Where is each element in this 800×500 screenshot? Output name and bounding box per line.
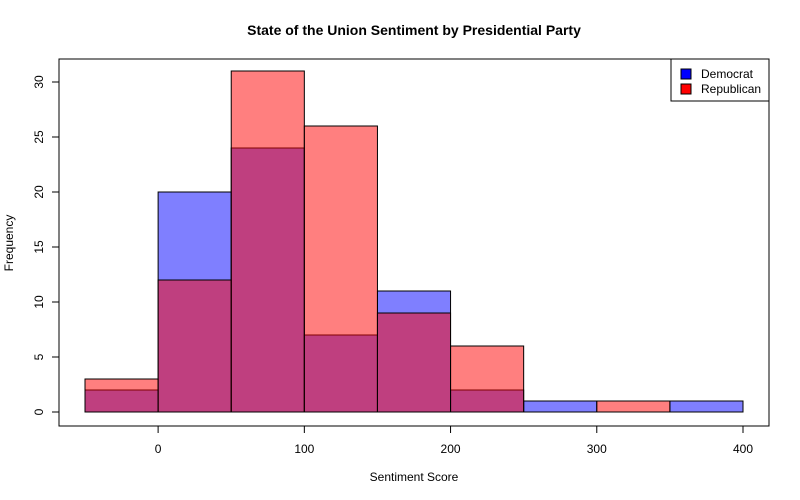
x-tick-label: 200 bbox=[441, 442, 461, 456]
y-tick-label: 25 bbox=[32, 130, 46, 144]
y-tick-label: 20 bbox=[32, 185, 46, 199]
democrat-bar-6 bbox=[523, 400, 598, 413]
chart-title: State of the Union Sentiment by Presiden… bbox=[247, 22, 581, 38]
democrat-bar-8 bbox=[669, 400, 744, 413]
legend-swatch-democrat bbox=[680, 68, 692, 80]
y-axis-label: Frequency bbox=[2, 215, 16, 272]
y-tick-label: 10 bbox=[32, 295, 46, 309]
republican-bar-4 bbox=[376, 312, 452, 413]
histogram-bars bbox=[84, 70, 744, 413]
legend-swatch-republican bbox=[680, 83, 692, 95]
y-tick-label: 30 bbox=[32, 75, 46, 89]
x-tick-label: 100 bbox=[294, 442, 314, 456]
x-axis-label: Sentiment Score bbox=[370, 470, 459, 484]
republican-bar-0 bbox=[84, 378, 159, 413]
y-tick-label: 5 bbox=[32, 353, 46, 360]
republican-bar-1 bbox=[157, 279, 232, 413]
x-tick-label: 300 bbox=[587, 442, 607, 456]
y-tick-label: 15 bbox=[32, 240, 46, 254]
republican-bar-2 bbox=[230, 70, 305, 413]
legend-label-democrat: Democrat bbox=[701, 67, 754, 81]
x-tick-label: 400 bbox=[733, 442, 753, 456]
republican-bar-5 bbox=[450, 345, 525, 413]
republican-bar-3 bbox=[303, 125, 378, 413]
x-tick-label: 0 bbox=[155, 442, 162, 456]
y-tick-label: 0 bbox=[32, 408, 46, 415]
y-axis: 0 5 10 15 20 25 30 bbox=[32, 75, 60, 415]
republican-bar-7 bbox=[596, 400, 671, 413]
legend-label-republican: Republican bbox=[701, 82, 761, 96]
x-axis: 0 100 200 300 400 bbox=[155, 425, 753, 456]
